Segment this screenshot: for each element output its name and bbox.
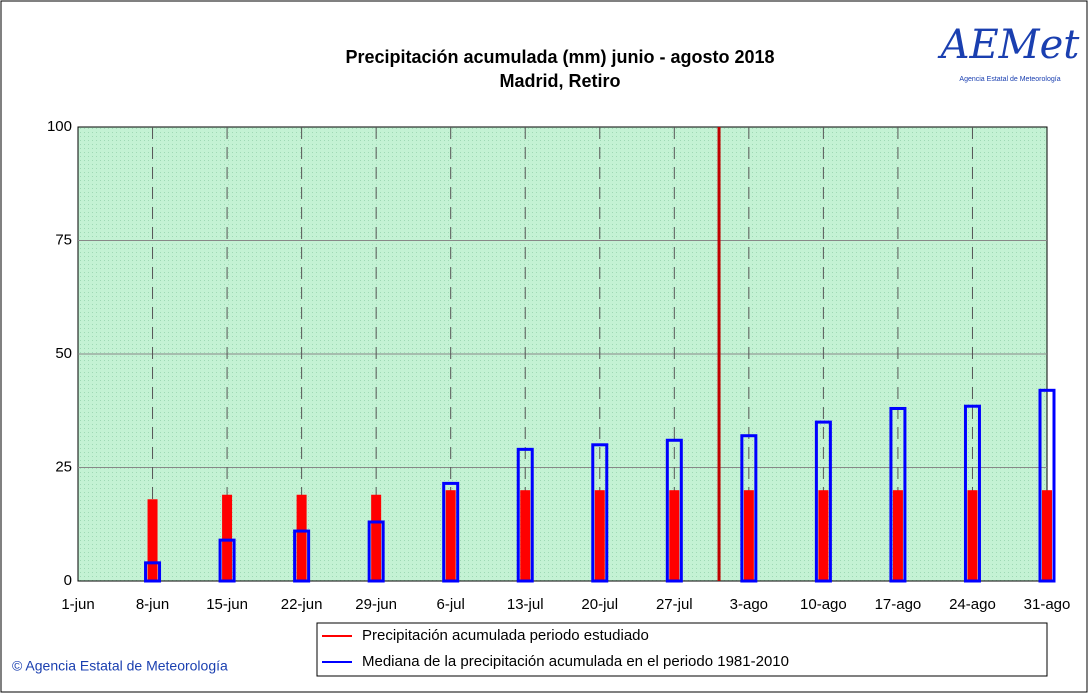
legend-label: Precipitación acumulada periodo estudiad…: [362, 627, 649, 644]
bar-outline: [591, 443, 609, 583]
x-tick-label: 6-jul: [437, 596, 465, 613]
y-tick-label: 50: [55, 345, 72, 362]
x-tick-label: 22-jun: [281, 596, 323, 613]
y-tick-label: 100: [47, 118, 72, 135]
bar-outline: [814, 420, 832, 583]
y-tick-label: 0: [64, 572, 72, 589]
x-tick-label: 17-ago: [875, 596, 922, 613]
x-tick-label: 3-ago: [730, 596, 768, 613]
bar: [445, 490, 456, 581]
bar: [892, 490, 903, 581]
bar: [520, 490, 531, 581]
x-tick-label: 20-jul: [581, 596, 618, 613]
chart-title: Precipitación acumulada (mm) junio - ago…: [345, 47, 774, 67]
x-tick-label: 27-jul: [656, 596, 693, 613]
bar: [743, 490, 754, 581]
bar-outline: [740, 434, 758, 583]
bar-outline: [963, 404, 981, 583]
bar-outline: [665, 438, 683, 583]
x-tick-label: 29-jun: [355, 596, 397, 613]
x-tick-label: 31-ago: [1024, 596, 1071, 613]
bar-outline: [293, 529, 311, 583]
chart-subtitle: Madrid, Retiro: [499, 71, 620, 91]
bar-outline: [218, 538, 236, 583]
legend-label: Mediana de la precipitación acumulada en…: [362, 653, 789, 670]
x-tick-label: 1-jun: [61, 596, 94, 613]
bar: [818, 490, 829, 581]
logo: AEMet: [937, 22, 1081, 68]
bar-outline: [442, 481, 460, 583]
x-tick-label: 24-ago: [949, 596, 996, 613]
bar: [1042, 490, 1052, 581]
bar-outline: [889, 406, 907, 583]
x-tick-label: 8-jun: [136, 596, 169, 613]
credit: © Agencia Estatal de Meteorología: [12, 658, 228, 674]
bar: [296, 494, 307, 581]
legend: [316, 622, 1048, 677]
bar: [147, 499, 158, 581]
x-tick-label: 15-jun: [206, 596, 248, 613]
bar: [222, 494, 233, 581]
x-tick-label: 13-jul: [507, 596, 544, 613]
bar-outline: [516, 447, 534, 583]
bar: [371, 494, 382, 581]
x-tick-label: 10-ago: [800, 596, 847, 613]
bar: [594, 490, 605, 581]
y-tick-label: 75: [55, 231, 72, 248]
bar-outline: [1038, 388, 1056, 583]
bar-outline: [144, 561, 162, 583]
y-tick-label: 25: [55, 458, 72, 475]
bar: [967, 490, 978, 581]
logo-caption: Agencia Estatal de Meteorología: [959, 76, 1060, 83]
bar-outline: [367, 520, 385, 583]
bar: [669, 490, 680, 581]
